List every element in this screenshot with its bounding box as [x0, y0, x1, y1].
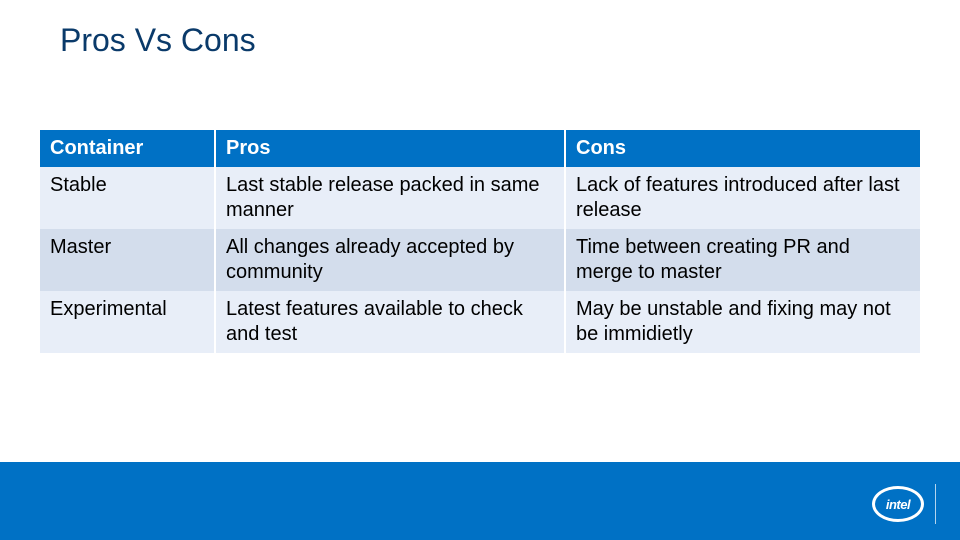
cell-cons: Time between creating PR and merge to ma…	[565, 229, 920, 291]
table-row: Stable Last stable release packed in sam…	[40, 167, 920, 229]
cell-container: Master	[40, 229, 215, 291]
col-header-cons: Cons	[565, 130, 920, 167]
cell-pros: All changes already accepted by communit…	[215, 229, 565, 291]
col-header-pros: Pros	[215, 130, 565, 167]
cell-pros: Latest features available to check and t…	[215, 291, 565, 353]
cell-cons: Lack of features introduced after last r…	[565, 167, 920, 229]
slide: Pros Vs Cons Container Pros Cons Stable …	[0, 0, 960, 540]
cell-pros: Last stable release packed in same manne…	[215, 167, 565, 229]
table: Container Pros Cons Stable Last stable r…	[40, 130, 920, 353]
footer-band: intel	[0, 462, 960, 540]
table-row: Experimental Latest features available t…	[40, 291, 920, 353]
col-header-container: Container	[40, 130, 215, 167]
page-title: Pros Vs Cons	[60, 22, 256, 59]
cell-container: Stable	[40, 167, 215, 229]
cell-cons: May be unstable and fixing may not be im…	[565, 291, 920, 353]
comparison-table: Container Pros Cons Stable Last stable r…	[40, 130, 920, 353]
logo-text: intel	[886, 497, 910, 512]
footer-divider	[935, 484, 936, 524]
table-header-row: Container Pros Cons	[40, 130, 920, 167]
intel-logo-icon: intel	[872, 486, 924, 522]
table-row: Master All changes already accepted by c…	[40, 229, 920, 291]
cell-container: Experimental	[40, 291, 215, 353]
